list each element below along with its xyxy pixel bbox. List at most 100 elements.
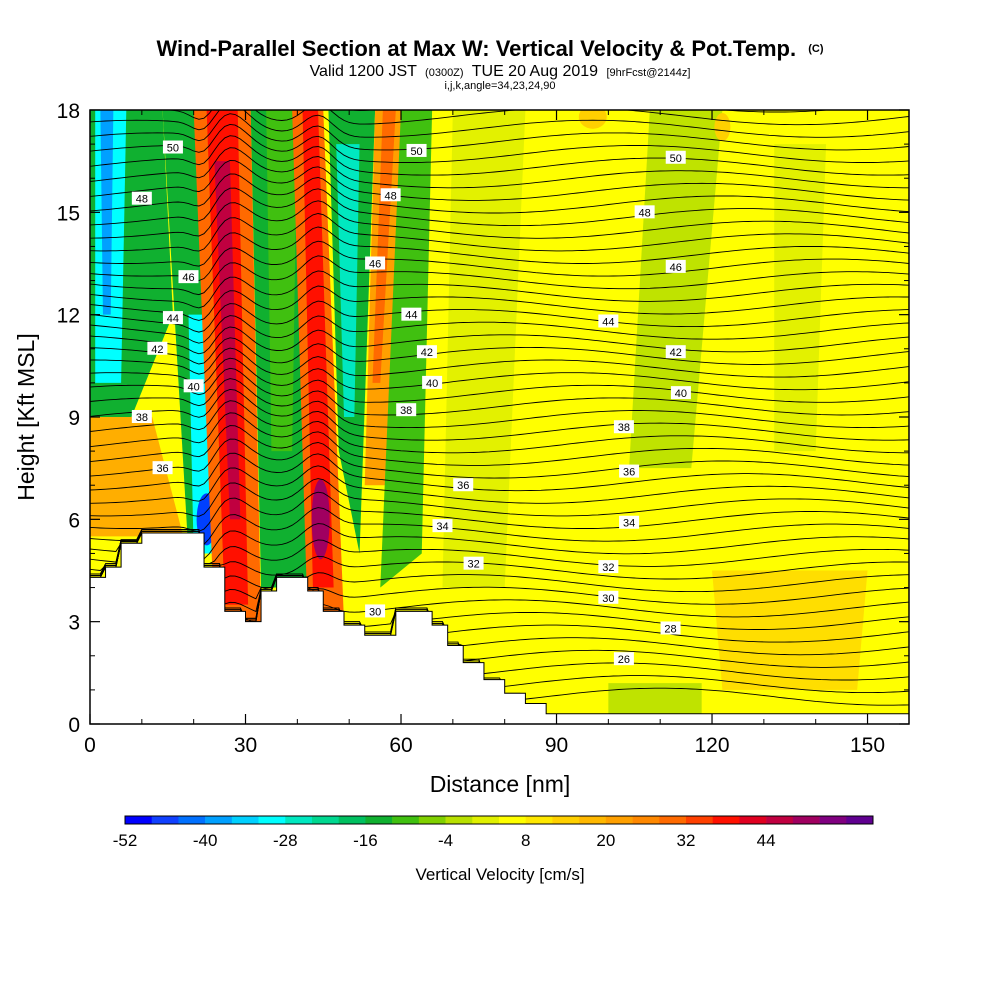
colorbar-swatch xyxy=(125,816,153,824)
colorbar-swatch xyxy=(792,816,820,824)
contour-label-text: 50 xyxy=(670,153,682,165)
contour-label-text: 36 xyxy=(457,480,469,492)
downdraft-column xyxy=(266,110,298,452)
contour-label: 38 xyxy=(396,403,417,417)
weak-downdraft-band xyxy=(774,144,827,452)
colorbar-swatch xyxy=(632,816,660,824)
y-tick-label: 3 xyxy=(68,612,80,635)
chart-title: Wind-Parallel Section at Max W: Vertical… xyxy=(156,36,823,61)
colorbar-swatch xyxy=(659,816,687,824)
theta-contour xyxy=(90,147,909,189)
theta-contour xyxy=(90,160,909,201)
contour-label-text: 44 xyxy=(405,310,417,322)
theta-contour xyxy=(90,438,909,479)
contour-label-text: 48 xyxy=(639,207,651,219)
theta-contour xyxy=(90,452,909,492)
downdraft-core xyxy=(336,144,360,417)
colorbar-frame xyxy=(124,815,874,825)
contour-label-text: 32 xyxy=(602,562,614,574)
contour-label-text: 46 xyxy=(369,259,381,271)
colorbar-swatch xyxy=(739,816,767,824)
colorbar-swatch xyxy=(766,816,794,824)
theta-contour xyxy=(90,465,909,504)
x-tick-label: 150 xyxy=(850,734,885,757)
theta-contour xyxy=(90,326,909,355)
contour-label: 48 xyxy=(634,205,655,219)
colorbar-tick-label: -40 xyxy=(193,831,218,850)
theta-contour xyxy=(90,478,909,517)
weak-updraft-patch xyxy=(714,113,731,142)
contour-label-text: 26 xyxy=(618,654,630,666)
contour-label: 50 xyxy=(406,143,427,158)
theta-contour xyxy=(90,347,909,378)
contour-label: 32 xyxy=(463,556,484,571)
colorbar-swatch xyxy=(819,816,847,824)
theta-contour xyxy=(90,315,909,344)
contour-label-text: 40 xyxy=(675,388,687,400)
x-tick-label: 60 xyxy=(389,734,412,757)
contour-label-text: 48 xyxy=(136,194,148,206)
contour-label-text: 48 xyxy=(385,190,397,202)
theta-contour xyxy=(90,367,909,403)
contour-label-text: 34 xyxy=(623,518,635,530)
theta-contour xyxy=(90,378,909,416)
x-tick-label: 0 xyxy=(84,734,96,757)
contour-label-text: 30 xyxy=(602,593,614,605)
x-tick-label: 90 xyxy=(545,734,568,757)
terrain xyxy=(90,532,909,724)
colorbar-swatch xyxy=(392,816,420,824)
colorbar-swatch xyxy=(231,816,259,824)
colorbar-swatch xyxy=(472,816,500,824)
y-tick-label: 6 xyxy=(68,509,80,532)
colorbar-swatch xyxy=(846,816,874,824)
contour-label: 36 xyxy=(453,478,474,492)
theta-contour xyxy=(90,187,909,227)
contour-label: 50 xyxy=(162,140,183,155)
contour-label: 42 xyxy=(665,345,686,359)
x-tick-label: 30 xyxy=(234,734,257,757)
contour-label: 38 xyxy=(613,420,634,434)
contour-label: 48 xyxy=(131,191,152,206)
colorbar-swatch xyxy=(258,816,286,824)
x-tick-label: 120 xyxy=(695,734,730,757)
contour-label-text: 46 xyxy=(670,262,682,274)
theta-contour xyxy=(90,529,909,643)
contour-label: 44 xyxy=(401,307,422,322)
colorbar-swatch xyxy=(552,816,580,824)
contour-label: 44 xyxy=(162,311,183,325)
contour-label: 32 xyxy=(598,560,619,574)
contour-label: 38 xyxy=(131,410,152,424)
theta-contour xyxy=(90,173,909,214)
contour-label-text: 46 xyxy=(182,272,194,284)
contour-label-text: 38 xyxy=(618,422,630,434)
y-tick-label: 0 xyxy=(68,714,80,737)
colorbar-swatch xyxy=(499,816,527,824)
theta-contour xyxy=(90,113,909,151)
colorbar-swatch xyxy=(605,816,633,824)
colorbar-tick-label: 32 xyxy=(677,831,696,850)
colorbar-tick-label: -28 xyxy=(273,831,298,850)
chart-ijk-info: i,j,k,angle=34,23,24,90 xyxy=(444,80,555,92)
colorbar-swatch xyxy=(178,816,206,824)
colorbar-tick-label: 20 xyxy=(596,831,615,850)
contour-label: 46 xyxy=(665,259,686,274)
y-tick-label: 9 xyxy=(68,407,80,430)
title-units: (C) xyxy=(808,43,824,55)
y-tick-label: 18 xyxy=(57,100,80,123)
theta-contour xyxy=(90,285,909,321)
contour-label-text: 34 xyxy=(436,521,448,533)
contour-label-text: 32 xyxy=(467,559,479,571)
updraft-core xyxy=(311,479,330,560)
contour-label-text: 44 xyxy=(167,313,179,325)
theta-contour xyxy=(90,530,909,618)
contour-label-text: 42 xyxy=(151,344,163,356)
contour-label: 36 xyxy=(152,461,173,475)
colorbar-swatch xyxy=(151,816,179,824)
contour-label-text: 50 xyxy=(167,143,179,155)
colorbar-tick-label: 8 xyxy=(521,831,530,850)
updraft-core xyxy=(214,161,241,520)
theta-contour xyxy=(90,507,909,546)
contour-label: 28 xyxy=(660,621,681,635)
contour-label: 50 xyxy=(665,150,686,165)
